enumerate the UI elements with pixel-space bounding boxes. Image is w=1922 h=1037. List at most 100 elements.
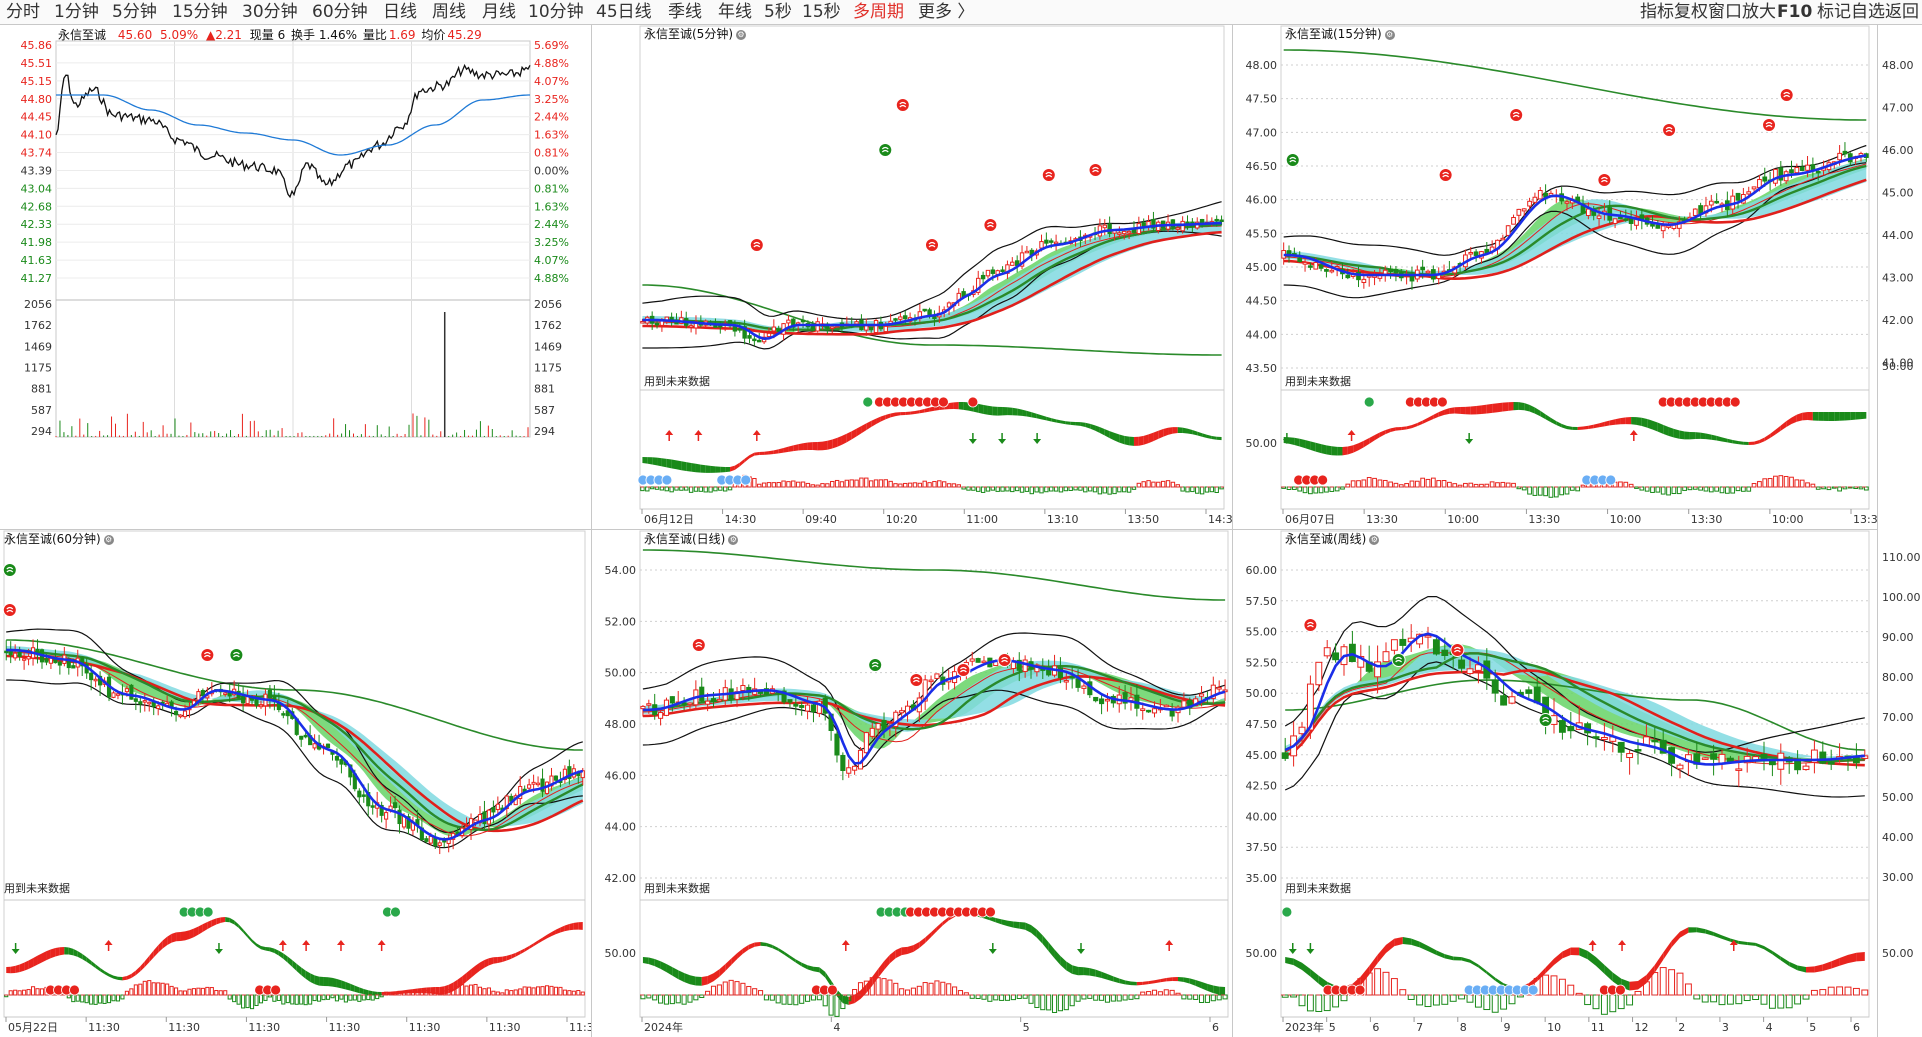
oscillator-ribbon: [1401, 426, 1407, 431]
tab-yearly[interactable]: 年线: [718, 2, 752, 22]
momentum-bar: [1425, 478, 1431, 488]
tab-45day[interactable]: 45日线: [596, 2, 652, 22]
grid-divider-v3[interactable]: [1877, 25, 1878, 1037]
window-button[interactable]: 窗口: [1708, 2, 1742, 22]
right-axis-label: 70.00: [1882, 711, 1914, 724]
chart-5min-panel[interactable]: 06月12日 14:30 09:40 10:20 11:00 13:10 13:50 14:3…: [592, 25, 1232, 529]
up-arrow-icon: [1618, 940, 1627, 945]
tab-30min[interactable]: 30分钟: [242, 2, 298, 22]
right-axis-label: 44.00: [1882, 229, 1914, 242]
oscillator-ribbon: [1604, 420, 1610, 427]
gear-icon[interactable]: ⚙: [1384, 29, 1395, 40]
candle: [863, 732, 869, 754]
tab-5min[interactable]: 5分钟: [112, 2, 157, 22]
tab-timeshare[interactable]: 分时: [6, 2, 40, 22]
oscillator-ribbon: [1593, 423, 1600, 429]
candle: [1374, 661, 1382, 678]
oscillator-ribbon: [760, 942, 767, 947]
chart-weekly[interactable]: 60.0057.5055.0052.5050.0047.5045.0042.50…: [1233, 530, 1877, 1037]
timeshare-panel[interactable]: 永信至诚 45.60 5.09% ▲2.21 现量 6 换手 1.46% 量比 1…: [0, 25, 591, 529]
gear-icon[interactable]: ⚙: [1369, 534, 1380, 545]
momentum-bar: [22, 989, 27, 996]
adjust-button[interactable]: 复权: [1674, 2, 1708, 22]
momentum-bar: [1058, 486, 1064, 493]
oscillator-ribbon: [176, 931, 181, 942]
candle: [810, 325, 815, 330]
candle: [1081, 685, 1087, 689]
tab-5sec[interactable]: 5秒: [764, 2, 792, 22]
candle: [115, 693, 121, 696]
momentum-bar: [80, 994, 85, 1003]
momentum-bar: [1377, 479, 1383, 488]
candle: [893, 711, 899, 728]
tab-quarterly[interactable]: 季线: [668, 2, 702, 22]
tab-10min[interactable]: 10分钟: [528, 2, 584, 22]
momentum-bar: [1165, 480, 1171, 488]
momentum-bar: [1617, 994, 1625, 1010]
gear-icon[interactable]: ⚙: [736, 29, 746, 40]
gear-icon[interactable]: ⚙: [103, 534, 114, 545]
oscillator-ribbon: [949, 402, 954, 410]
tab-daily[interactable]: 日线: [383, 2, 417, 22]
chart-60min[interactable]: 05月22日 11:30 11:30 11:30 11:30 11:30 11:30 11:3…: [0, 530, 591, 1037]
oscillator-ribbon: [710, 465, 716, 473]
gear-icon[interactable]: ⚙: [728, 534, 739, 545]
momentum-bar: [299, 994, 304, 1005]
panel-weekly-title[interactable]: 永信至诚(周线) ⚙: [1285, 530, 1380, 547]
chart-60min-panel[interactable]: 05月22日 11:30 11:30 11:30 11:30 11:30 11:30 11:3…: [0, 530, 591, 1037]
momentum-bar: [1623, 481, 1629, 488]
tab-more[interactable]: 更多 〉: [918, 2, 975, 22]
boll-upper: [642, 201, 1222, 320]
candle: [1019, 252, 1025, 267]
chart-daily-panel[interactable]: 54.00 52.00 50.00 48.00 46.00 44.00 42.00 50.00…: [592, 530, 1232, 1037]
tab-weekly[interactable]: 周线: [432, 2, 466, 22]
chart-15min[interactable]: 48.0047.5047.0046.5046.0045.5045.0044.50…: [1233, 25, 1877, 529]
chart-weekly-panel[interactable]: 60.00 57.50 55.00 52.50 50.00 47.50 45.00 42.50…: [1233, 530, 1877, 1037]
oscillator-ribbon: [854, 990, 861, 1004]
panel-60min-title[interactable]: 永信至诚(60分钟) ⚙: [4, 530, 114, 547]
momentum-bar: [1559, 486, 1565, 496]
indicator-button[interactable]: 指标: [1640, 2, 1674, 22]
f10-button[interactable]: F10: [1777, 2, 1813, 22]
oscillator-ribbon: [359, 987, 364, 995]
candle: [156, 705, 161, 710]
tab-monthly[interactable]: 月线: [482, 2, 516, 22]
candle: [1612, 218, 1618, 224]
momentum-bar: [1452, 483, 1458, 488]
oscillator-ribbon: [1202, 433, 1207, 438]
tab-60min[interactable]: 60分钟: [312, 2, 368, 22]
watchlist-button[interactable]: 自选: [1851, 2, 1885, 22]
momentum-bar: [698, 486, 704, 492]
tab-1min[interactable]: 1分钟: [54, 2, 99, 22]
panel-daily-title[interactable]: 永信至诚(日线) ⚙: [644, 530, 739, 547]
back-button[interactable]: 返回: [1885, 2, 1919, 22]
panel-15min-title[interactable]: 永信至诚(15分钟) ⚙: [1285, 25, 1395, 42]
tab-15sec[interactable]: 15秒: [802, 2, 841, 22]
momentum-bar: [1291, 486, 1297, 490]
momentum-bar: [1204, 994, 1210, 1003]
signal-pill: [740, 474, 752, 486]
chart-daily[interactable]: 54.0052.0050.0048.0046.0044.0042.0050.00…: [592, 530, 1232, 1037]
momentum-bar: [1068, 486, 1073, 491]
timeshare-chart[interactable]: 45.86 5.69%45.51 4.88%45.15 4.07%44.80 3.25%…: [0, 25, 591, 529]
ma-green-thick: [1284, 652, 1865, 763]
oscillator-ribbon: [131, 970, 136, 978]
momentum-bar: [1449, 994, 1457, 1002]
zoom-button[interactable]: 放大: [1742, 2, 1776, 22]
oscillator-ribbon: [1625, 417, 1632, 425]
oscillator-ribbon: [1727, 438, 1733, 444]
momentum-bar: [1382, 971, 1390, 996]
right-price-axis: 48.00 47.00 46.00 45.00 44.00 43.00 42.00 41.00…: [1878, 25, 1922, 1037]
tab-15min[interactable]: 15分钟: [172, 2, 228, 22]
panel-5min-title[interactable]: 永信至诚(5分钟) ⚙: [644, 25, 746, 42]
oscillator-ribbon: [958, 402, 964, 410]
momentum-bar: [531, 987, 536, 996]
trend-ribbon-green: [6, 650, 583, 837]
oscillator-ribbon: [1696, 927, 1706, 934]
chart-15min-panel[interactable]: 48.00 47.50 47.00 46.50 46.00 45.50 45.00 44.50…: [1233, 25, 1877, 529]
oscillator-ribbon: [878, 961, 885, 978]
chart-5min[interactable]: 06月12日 14:30 09:40 10:20 11:00 13:10 13:50 14:3…: [592, 25, 1232, 529]
tab-multi-period[interactable]: 多周期: [853, 2, 904, 22]
trend-ribbon-green: [642, 662, 1226, 749]
mark-button[interactable]: 标记: [1817, 2, 1851, 22]
